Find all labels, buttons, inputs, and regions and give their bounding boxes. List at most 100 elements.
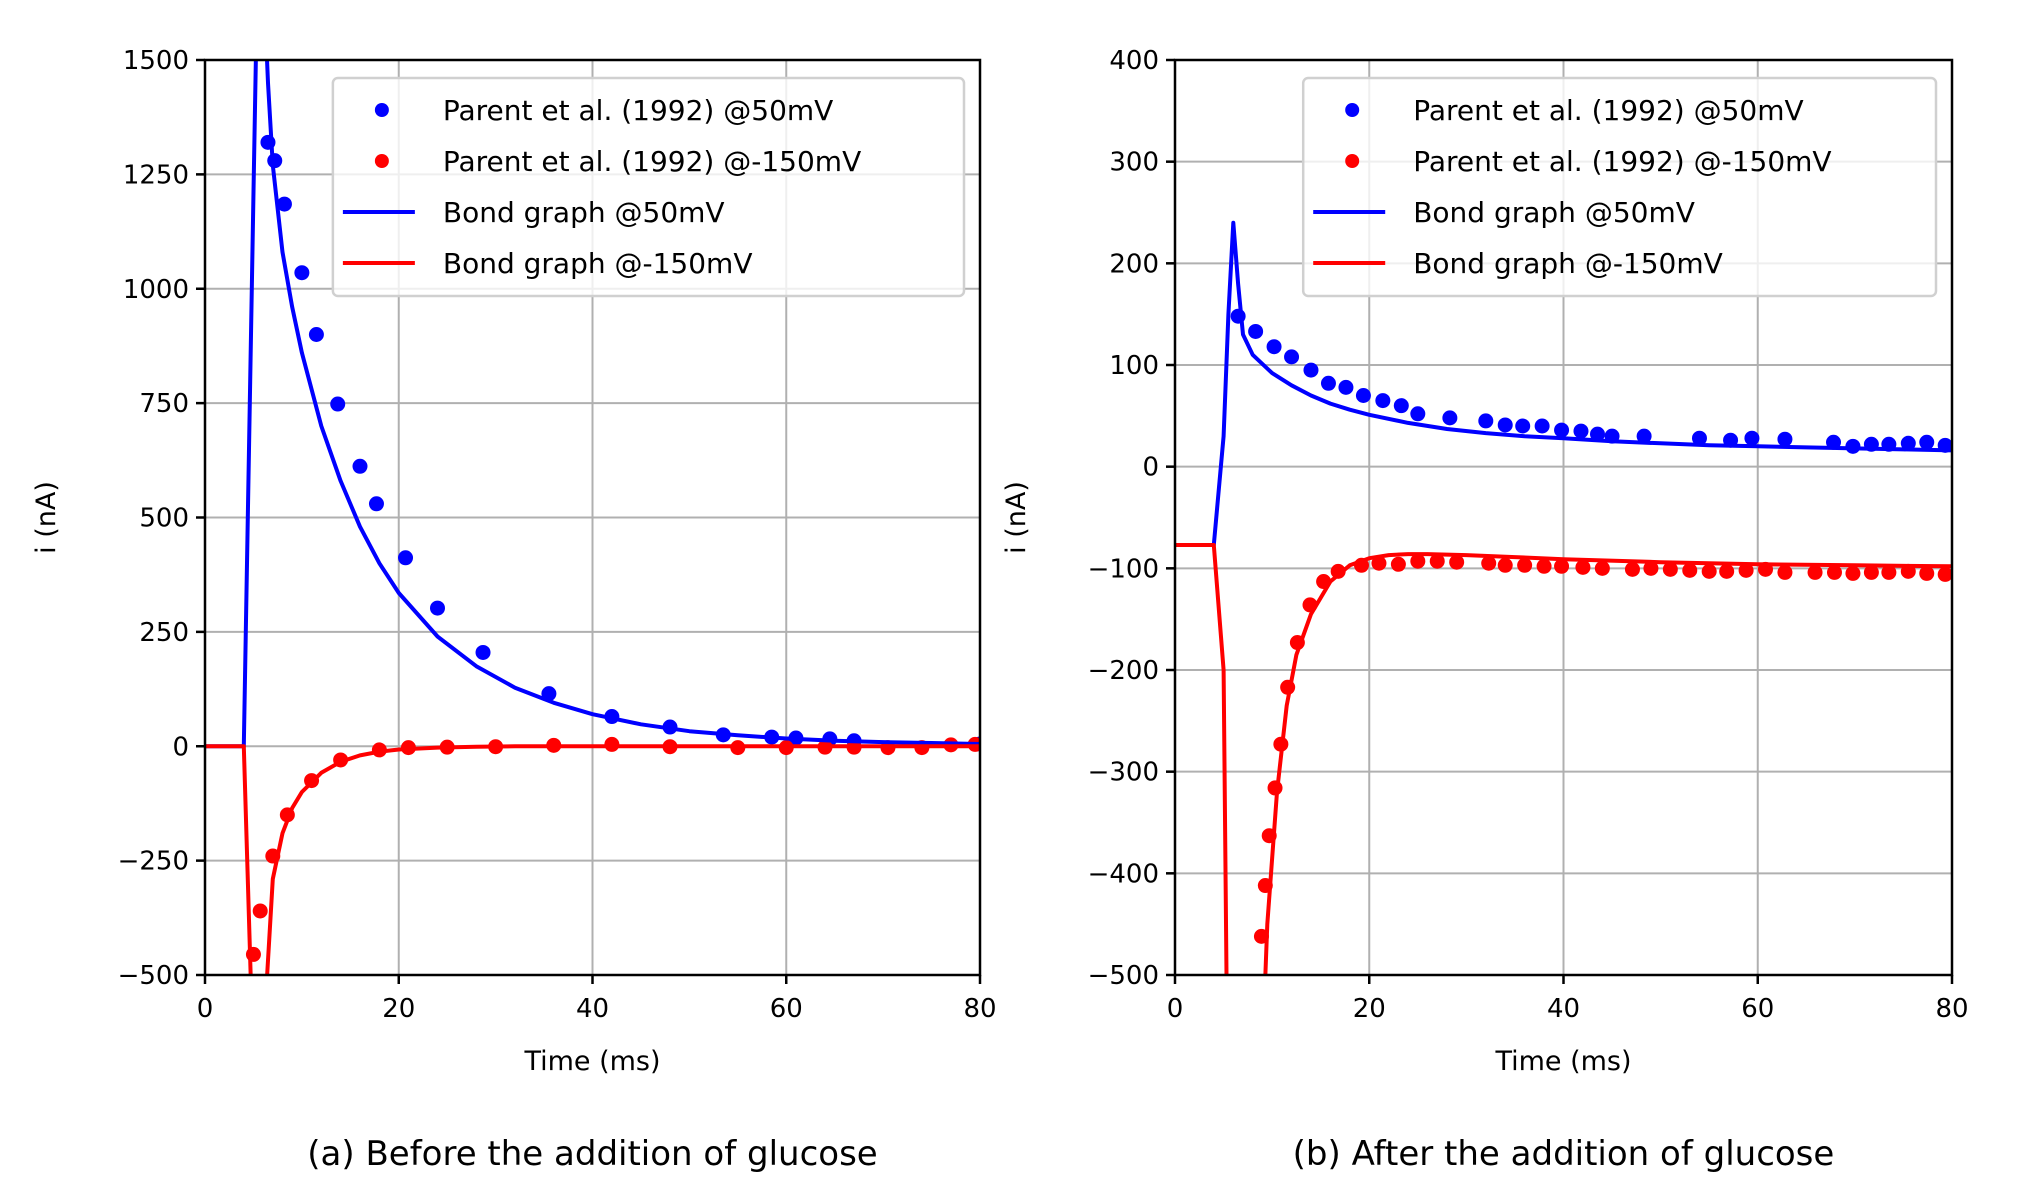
data-point-series-0 bbox=[1900, 435, 1916, 451]
series-line-3 bbox=[205, 744, 980, 975]
legend-label: Bond graph @50mV bbox=[443, 196, 725, 229]
data-point-series-0 bbox=[330, 396, 346, 412]
legend-box bbox=[331, 76, 966, 298]
data-point-series-1 bbox=[1536, 558, 1552, 574]
x-tick-label: 60 bbox=[1741, 994, 1774, 1024]
legend-label: Bond graph @-150mV bbox=[443, 247, 753, 280]
data-point-series-0 bbox=[352, 458, 368, 474]
panel-a: 0 20 40 60 80 1500 1250 1000 750 500 250 0 −250 −500… bbox=[31, 46, 997, 1174]
legend: Parent et al. (1992) @50mV Parent et al. … bbox=[331, 76, 966, 298]
data-point-series-0 bbox=[1393, 398, 1409, 414]
data-point-series-0 bbox=[475, 644, 491, 660]
data-point-series-1 bbox=[1575, 559, 1591, 575]
legend-marker bbox=[1345, 154, 1360, 168]
data-point-series-0 bbox=[1410, 406, 1426, 422]
x-axis: 0 20 40 60 80 bbox=[197, 975, 997, 1024]
data-point-series-1 bbox=[1429, 553, 1445, 569]
x-axis: 0 20 40 60 80 bbox=[1167, 975, 1969, 1024]
y-axis-label: i (nA) bbox=[31, 481, 62, 554]
y-tick-label: 200 bbox=[1109, 249, 1159, 279]
x-tick-label: 80 bbox=[963, 994, 996, 1024]
data-point-series-0 bbox=[430, 600, 445, 616]
data-point-series-1 bbox=[1517, 557, 1533, 573]
x-tick-label: 20 bbox=[382, 994, 415, 1024]
legend-label: Parent et al. (1992) @-150mV bbox=[443, 145, 861, 178]
data-point-series-0 bbox=[1573, 423, 1589, 439]
data-point-series-1 bbox=[1481, 555, 1497, 571]
plot-area bbox=[1175, 220, 1952, 975]
data-point-series-1 bbox=[1845, 565, 1861, 581]
y-tick-label: 500 bbox=[139, 504, 189, 534]
y-tick-label: 300 bbox=[1109, 148, 1159, 178]
data-point-series-0 bbox=[1355, 388, 1371, 403]
data-point-series-1 bbox=[1330, 563, 1346, 579]
data-point-series-1 bbox=[1624, 561, 1640, 577]
data-point-series-0 bbox=[1777, 431, 1793, 447]
data-point-series-1 bbox=[252, 903, 268, 919]
data-point-series-0 bbox=[1284, 349, 1300, 365]
y-tick-label: 0 bbox=[172, 732, 189, 762]
data-point-series-0 bbox=[1303, 362, 1319, 378]
data-point-series-0 bbox=[1534, 418, 1550, 434]
data-point-series-1 bbox=[1777, 564, 1793, 580]
legend-label: Parent et al. (1992) @-150mV bbox=[1413, 145, 1831, 178]
data-point-series-1 bbox=[1863, 564, 1879, 580]
x-tick-label: 40 bbox=[1547, 994, 1580, 1024]
data-point-series-0 bbox=[1589, 426, 1605, 442]
data-point-series-0 bbox=[368, 496, 384, 512]
data-point-series-0 bbox=[1497, 417, 1513, 433]
data-point-series-1 bbox=[1643, 560, 1659, 576]
series-line-2 bbox=[1175, 220, 1952, 547]
x-tick-label: 60 bbox=[770, 994, 803, 1024]
x-tick-label: 0 bbox=[197, 994, 214, 1024]
y-tick-label: −300 bbox=[1088, 758, 1159, 788]
data-point-series-0 bbox=[294, 265, 310, 281]
y-tick-label: 400 bbox=[1109, 46, 1159, 76]
legend-box bbox=[1301, 76, 1938, 298]
data-point-series-1 bbox=[1738, 562, 1754, 578]
caption-b: (b) After the addition of glucose bbox=[1293, 1134, 1835, 1174]
x-tick-label: 80 bbox=[1935, 994, 1968, 1024]
legend-marker bbox=[374, 103, 389, 117]
data-point-series-1 bbox=[1554, 558, 1570, 574]
data-point-series-0 bbox=[398, 550, 414, 566]
data-point-series-1 bbox=[1594, 560, 1610, 576]
data-point-series-0 bbox=[1266, 339, 1282, 355]
panel-b: 0 20 40 60 80 400 300 200 100 0 −100 −200 −300 −400 −… bbox=[1001, 46, 1969, 1174]
legend: Parent et al. (1992) @50mV Parent et al. … bbox=[1301, 76, 1938, 298]
data-point-series-0 bbox=[1442, 410, 1458, 426]
data-point-series-0 bbox=[1919, 434, 1935, 450]
y-tick-label: 1000 bbox=[123, 275, 189, 305]
series-line-2 bbox=[205, 60, 980, 749]
plot-area bbox=[205, 60, 980, 975]
legend-label: Bond graph @-150mV bbox=[1413, 247, 1723, 280]
y-tick-label: −500 bbox=[118, 961, 189, 991]
data-point-series-0 bbox=[276, 196, 292, 212]
data-point-series-1 bbox=[1662, 561, 1678, 577]
data-point-series-1 bbox=[1497, 557, 1513, 573]
legend-marker bbox=[1345, 103, 1360, 117]
y-axis-label: i (nA) bbox=[1001, 481, 1032, 554]
legend-label: Bond graph @50mV bbox=[1413, 196, 1695, 229]
data-point-series-0 bbox=[308, 327, 324, 342]
data-point-series-0 bbox=[1636, 428, 1652, 444]
y-tick-label: −250 bbox=[118, 847, 189, 877]
data-point-series-1 bbox=[1390, 556, 1406, 572]
y-axis: 400 300 200 100 0 −100 −200 −300 −400 −500 bbox=[1088, 46, 1175, 991]
y-tick-label: 750 bbox=[139, 389, 189, 419]
data-point-series-1 bbox=[1719, 563, 1735, 579]
y-tick-label: −500 bbox=[1088, 961, 1159, 991]
data-point-series-1 bbox=[1449, 554, 1465, 570]
x-axis-label: Time (ms) bbox=[523, 1046, 660, 1077]
y-tick-label: 1500 bbox=[123, 46, 189, 76]
data-point-series-0 bbox=[1515, 418, 1531, 434]
y-tick-label: −400 bbox=[1088, 859, 1159, 889]
legend-marker bbox=[374, 154, 389, 168]
data-point-series-1 bbox=[1701, 563, 1717, 579]
y-axis: 1500 1250 1000 750 500 250 0 −250 −500 bbox=[118, 46, 205, 991]
data-point-series-0 bbox=[1320, 375, 1336, 391]
y-tick-label: 0 bbox=[1142, 453, 1159, 483]
y-tick-label: −200 bbox=[1088, 656, 1159, 686]
y-tick-label: −100 bbox=[1088, 554, 1159, 584]
